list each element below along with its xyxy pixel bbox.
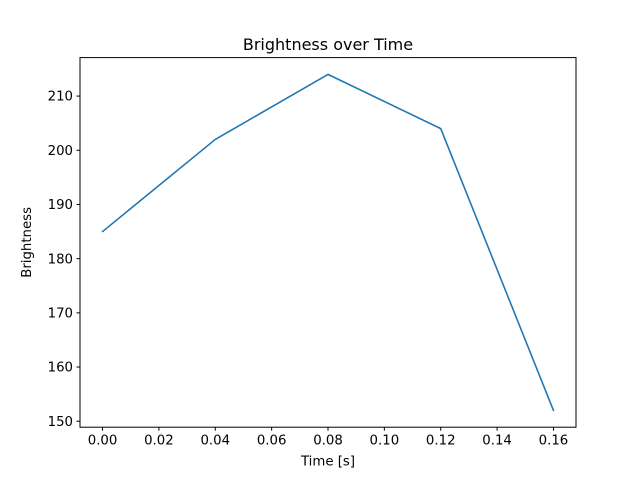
- x-tick-label: 0.04: [200, 434, 230, 449]
- y-tick-label: 190: [48, 198, 73, 213]
- y-axis-label: Brightness: [20, 207, 35, 278]
- chart-title: Brightness over Time: [243, 35, 413, 54]
- x-axis-ticks: 0.00 0.02 0.04 0.06 0.08 0.10 0.12 0.14 0.16: [88, 427, 569, 449]
- x-tick-label: 0.12: [426, 434, 456, 449]
- y-axis-ticks: 150 160 170 180 190 200 210: [48, 90, 80, 430]
- line-series-brightness: [101, 73, 555, 412]
- y-tick-label: 170: [48, 306, 73, 321]
- x-tick-label: 0.16: [539, 434, 569, 449]
- y-tick-label: 180: [48, 252, 73, 267]
- x-tick-label: 0.08: [313, 434, 343, 449]
- x-axis-label: Time [s]: [300, 455, 355, 470]
- plot-frame: [79, 57, 577, 428]
- x-tick-label: 0.00: [88, 434, 118, 449]
- y-tick-label: 160: [48, 361, 73, 376]
- x-tick-label: 0.10: [370, 434, 400, 449]
- y-tick-label: 210: [48, 90, 73, 105]
- plot-area: [80, 57, 576, 428]
- y-tick-label: 200: [48, 144, 73, 159]
- x-tick-label: 0.14: [482, 434, 512, 449]
- x-tick-label: 0.06: [257, 434, 287, 449]
- y-tick-label: 150: [48, 415, 73, 430]
- x-tick-label: 0.02: [144, 434, 174, 449]
